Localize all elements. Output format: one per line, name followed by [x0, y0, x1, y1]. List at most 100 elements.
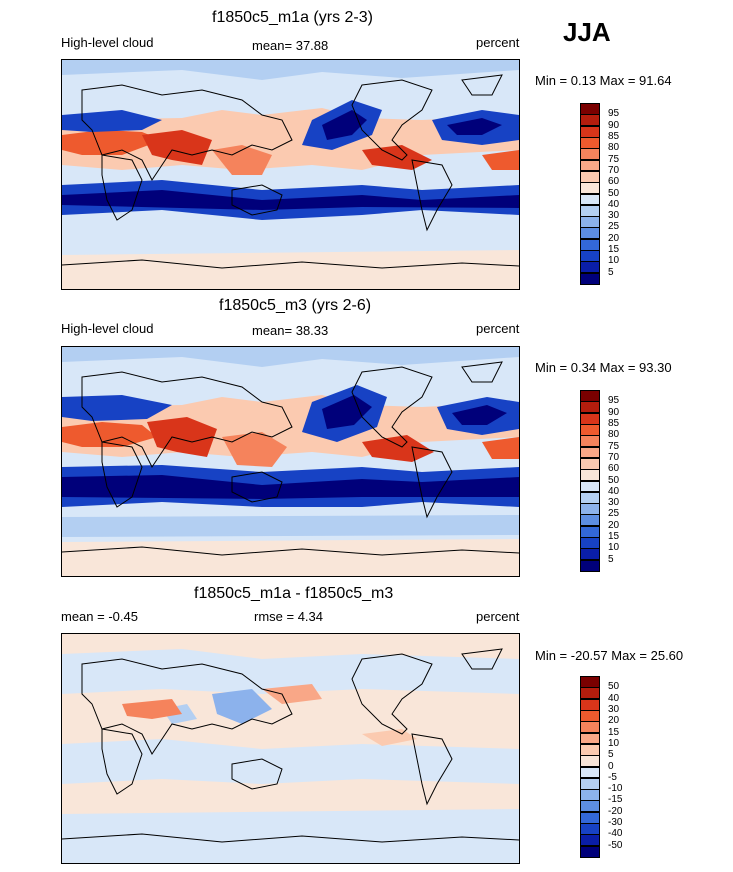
panel2-colorbar — [580, 390, 600, 572]
panel3-colorbar-tick-label: 30 — [608, 703, 620, 715]
panel2-colorbar-tick-label: 90 — [608, 406, 620, 418]
panel3-colorbar-tick-label: 15 — [608, 726, 620, 738]
panel1-colorbar-swatch — [580, 261, 600, 274]
panel1-colorbar-tick-label: 40 — [608, 198, 620, 210]
panel2-colorbar-tick-label: 75 — [608, 440, 620, 452]
panel1-colorbar-swatch — [580, 204, 600, 217]
panel3-colorbar-swatch — [580, 732, 600, 745]
panel3-colorbar-swatch — [580, 687, 600, 700]
panel3-colorbar-tick-label: 10 — [608, 737, 620, 749]
panel3-rmse-label: rmse = 4.34 — [254, 609, 324, 624]
panel3-minmax-label: Min = -20.57 Max = 25.60 — [535, 648, 684, 663]
panel2-colorbar-tick-label: 70 — [608, 451, 620, 463]
panel3-colorbar-swatch — [580, 755, 600, 768]
panel2-colorbar-swatch — [580, 537, 600, 549]
panel2-colorbar-tick-label: 20 — [608, 519, 620, 531]
panel3-colorbar-swatch — [580, 811, 600, 824]
panel3-colorbar-swatch — [580, 743, 600, 756]
panel1-colorbar-tick-label: 10 — [608, 255, 620, 267]
panel2-colorbar-tick-label: 15 — [608, 531, 620, 543]
panel1-colorbar-swatch — [580, 136, 600, 149]
panel3-colorbar-swatch — [580, 834, 600, 847]
panel3-colorbar-tick-label: -40 — [608, 828, 623, 840]
panel2-colorbar-swatch — [580, 423, 600, 436]
panel2-map — [61, 346, 520, 577]
panel1-colorbar-swatch — [580, 170, 600, 183]
panel3-colorbar-tick-label: 50 — [608, 681, 620, 693]
panel1-colorbar-tick-label: 5 — [608, 266, 614, 278]
panel1-colorbar-tick-label: 95 — [608, 108, 620, 120]
panel2-colorbar-swatch — [580, 446, 600, 459]
panel2-colorbar-swatch — [580, 390, 600, 402]
panel2-colorbar-swatch — [580, 559, 600, 572]
panel2-colorbar-swatch — [580, 412, 600, 425]
panel1-units-label: percent — [476, 35, 520, 50]
panel1-colorbar-tick-label: 20 — [608, 232, 620, 244]
panel3-colorbar — [580, 676, 600, 858]
panel3-colorbar-tick-label: 0 — [608, 760, 614, 772]
panel2-colorbar-swatch — [580, 469, 600, 482]
panel1-colorbar-tick-label: 15 — [608, 244, 620, 256]
panel1-minmax-label: Min = 0.13 Max = 91.64 — [535, 73, 672, 88]
panel3-colorbar-swatch — [580, 676, 600, 688]
panel3-title: f1850c5_m1a - f1850c5_m3 — [194, 585, 394, 602]
panel2-colorbar-tick-label: 10 — [608, 542, 620, 554]
panel3-colorbar-tick-label: -50 — [608, 839, 623, 851]
panel1-colorbar-swatch — [580, 114, 600, 127]
panel3-colorbar-tick-label: 40 — [608, 692, 620, 704]
panel1-colorbar-swatch — [580, 148, 600, 161]
panel1-mean-label: mean= 37.88 — [252, 38, 329, 53]
panel1-colorbar-swatch — [580, 193, 600, 206]
panel3-colorbar-swatch — [580, 709, 600, 722]
panel2-units-label: percent — [476, 321, 520, 336]
panel3-colorbar-tick-label: -5 — [608, 771, 617, 783]
panel1-colorbar-tick-label: 80 — [608, 142, 620, 154]
panel3-colorbar-swatch — [580, 789, 600, 802]
panel2-mean-label: mean= 38.33 — [252, 323, 329, 338]
panel3-units-label: percent — [476, 609, 520, 624]
panel2-colorbar-swatch — [580, 514, 600, 527]
panel1-colorbar-swatch — [580, 125, 600, 138]
panel1-colorbar-swatch — [580, 250, 600, 262]
panel2-minmax-label: Min = 0.34 Max = 93.30 — [535, 360, 672, 375]
panel2-colorbar-tick-label: 25 — [608, 508, 620, 520]
panel2-colorbar-tick-label: 30 — [608, 497, 620, 509]
panel3-colorbar-tick-label: -20 — [608, 805, 623, 817]
panel3-colorbar-swatch — [580, 721, 600, 734]
panel2-colorbar-swatch — [580, 480, 600, 493]
panel1-colorbar-tick-label: 75 — [608, 153, 620, 165]
panel1-variable-label: High-level cloud — [61, 35, 154, 50]
panel1-colorbar-tick-label: 30 — [608, 210, 620, 222]
panel2-colorbar-swatch — [580, 457, 600, 470]
panel2-colorbar-tick-label: 5 — [608, 553, 614, 565]
panel1-colorbar-swatch — [580, 216, 600, 229]
panel2-colorbar-tick-label: 40 — [608, 485, 620, 497]
panel3-colorbar-swatch — [580, 823, 600, 835]
panel1-map — [61, 59, 520, 290]
panel1-colorbar-tick-label: 85 — [608, 130, 620, 142]
panel3-colorbar-swatch — [580, 800, 600, 813]
panel1-colorbar-swatch — [580, 238, 600, 251]
panel1-colorbar-swatch — [580, 159, 600, 172]
panel2-colorbar-swatch — [580, 491, 600, 504]
panel2-colorbar-tick-label: 95 — [608, 395, 620, 407]
panel3-colorbar-tick-label: -15 — [608, 794, 623, 806]
panel1-colorbar-swatch — [580, 227, 600, 240]
panel3-colorbar-tick-label: 5 — [608, 749, 614, 761]
panel1-colorbar-tick-label: 60 — [608, 176, 620, 188]
panel3-mean-label: mean = -0.45 — [61, 609, 138, 624]
panel3-colorbar-swatch — [580, 766, 600, 779]
panel2-title: f1850c5_m3 (yrs 2-6) — [219, 297, 372, 314]
panel3-map — [61, 633, 520, 864]
panel1-colorbar-tick-label: 50 — [608, 187, 620, 199]
panel3-colorbar-swatch — [580, 777, 600, 790]
panel3-colorbar-swatch — [580, 698, 600, 711]
panel2-colorbar-swatch — [580, 503, 600, 516]
season-label: JJA — [563, 17, 611, 47]
panel2-colorbar-swatch — [580, 401, 600, 414]
panel2-variable-label: High-level cloud — [61, 321, 154, 336]
panel1-colorbar-tick-label: 70 — [608, 164, 620, 176]
panel1-colorbar-swatch — [580, 182, 600, 195]
panel2-colorbar-tick-label: 80 — [608, 429, 620, 441]
panel1-colorbar-swatch — [580, 103, 600, 115]
